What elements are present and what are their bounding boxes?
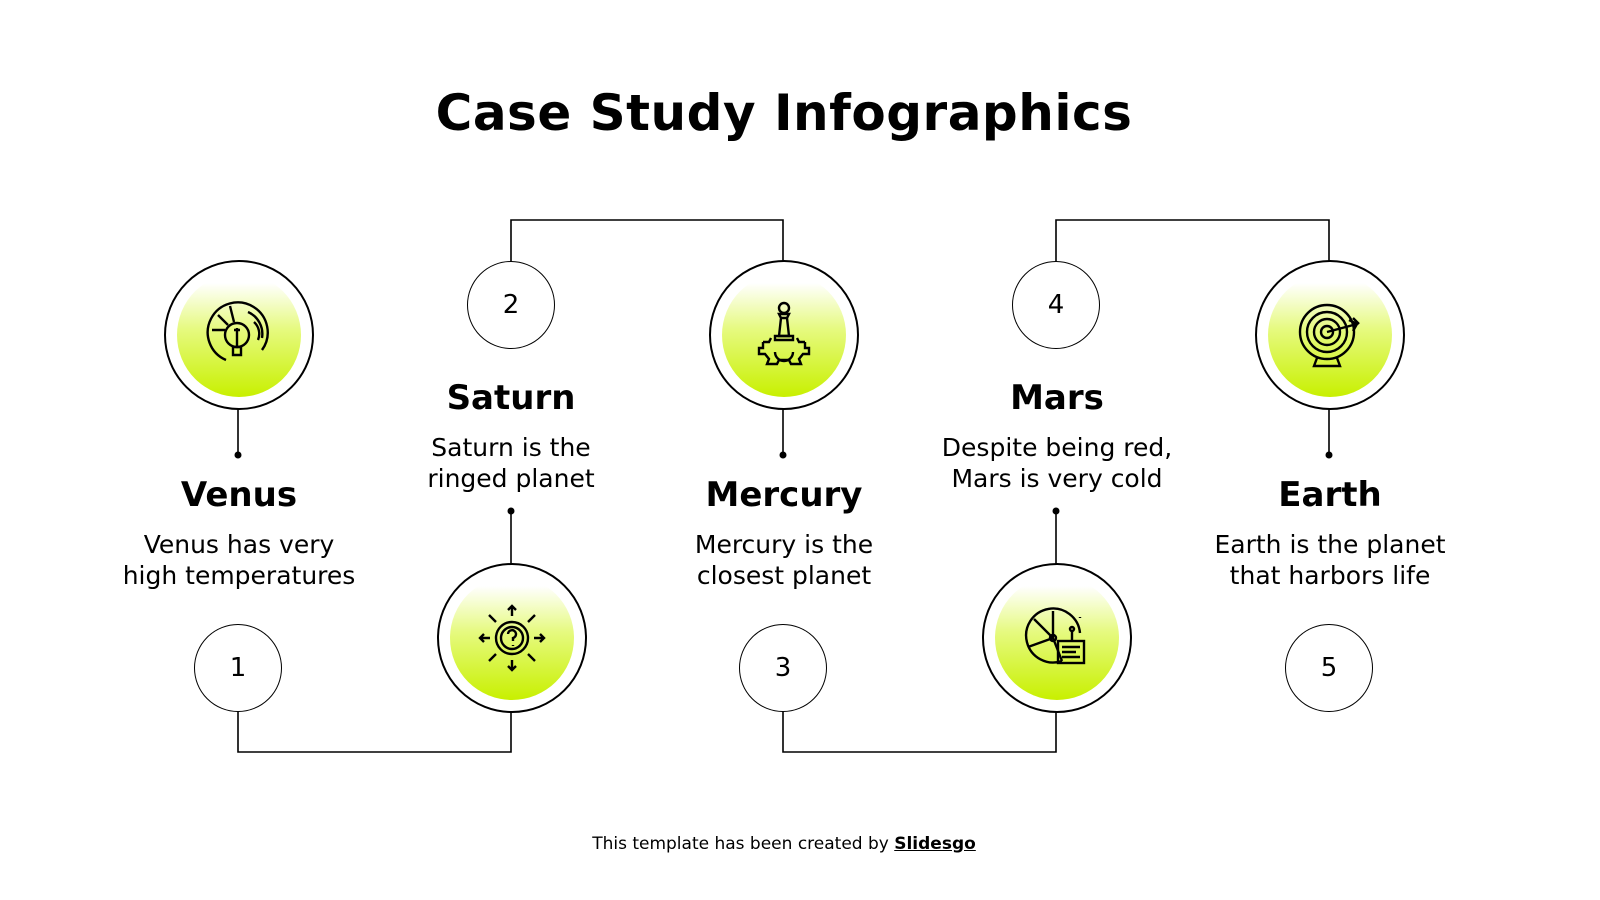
connector-dot xyxy=(1052,507,1060,515)
footer-credit: This template has been created by Slides… xyxy=(0,834,1568,854)
step-title: Earth xyxy=(1278,475,1382,515)
top-connector-4-5 xyxy=(1055,219,1330,261)
step-4-icon-circle xyxy=(982,563,1132,713)
step-1-icon-circle xyxy=(164,260,314,410)
step-description: Saturn is the ringed planet xyxy=(427,433,595,493)
target-arrow-icon xyxy=(1298,303,1360,368)
step-2-number: 2 xyxy=(467,261,555,349)
step-5-text: Earth Earth is the planet that harbors li… xyxy=(1180,475,1480,591)
step-description: Mercury is the closest planet xyxy=(694,530,874,590)
step-description: Despite being red, Mars is very cold xyxy=(941,433,1173,493)
question-arrows-icon xyxy=(478,604,546,672)
pie-chart-report-icon xyxy=(1024,607,1086,665)
connector-dot xyxy=(234,451,242,459)
connector-dot xyxy=(507,507,515,515)
page-title: Case Study Infographics xyxy=(435,84,1133,142)
step-title: Mercury xyxy=(705,475,863,515)
connector-dot xyxy=(779,451,787,459)
step-5-icon-circle xyxy=(1255,260,1405,410)
step-title: Mars xyxy=(1010,378,1104,418)
bottom-connector-1-2 xyxy=(237,712,512,753)
bottom-connector-3-4 xyxy=(782,712,1057,753)
slidesgo-link[interactable]: Slidesgo xyxy=(894,834,976,854)
step-title: Venus xyxy=(180,475,298,515)
step-description: Earth is the planet that harbors life xyxy=(1214,530,1446,590)
lightbulb-icon xyxy=(206,301,269,362)
top-connector-2-3 xyxy=(510,219,784,261)
step-1-text: Venus Venus has very high temperatures xyxy=(89,475,389,591)
footer-text: This template has been created by xyxy=(592,834,895,854)
step-2-icon-circle xyxy=(437,563,587,713)
connector-dot xyxy=(1325,451,1333,459)
step-5-number: 5 xyxy=(1285,624,1373,712)
step-3-number: 3 xyxy=(739,624,827,712)
step-description: Venus has very high temperatures xyxy=(122,530,356,590)
step-title: Saturn xyxy=(446,378,576,418)
step-3-text: Mercury Mercury is the closest planet xyxy=(634,475,934,591)
step-4-number: 4 xyxy=(1012,261,1100,349)
step-1-number: 1 xyxy=(194,624,282,712)
step-3-icon-circle xyxy=(709,260,859,410)
chess-pawn-gear-icon xyxy=(757,301,811,366)
step-2-text: Saturn Saturn is the ringed planet xyxy=(361,378,661,494)
step-4-text: Mars Despite being red, Mars is very cold xyxy=(907,378,1207,494)
